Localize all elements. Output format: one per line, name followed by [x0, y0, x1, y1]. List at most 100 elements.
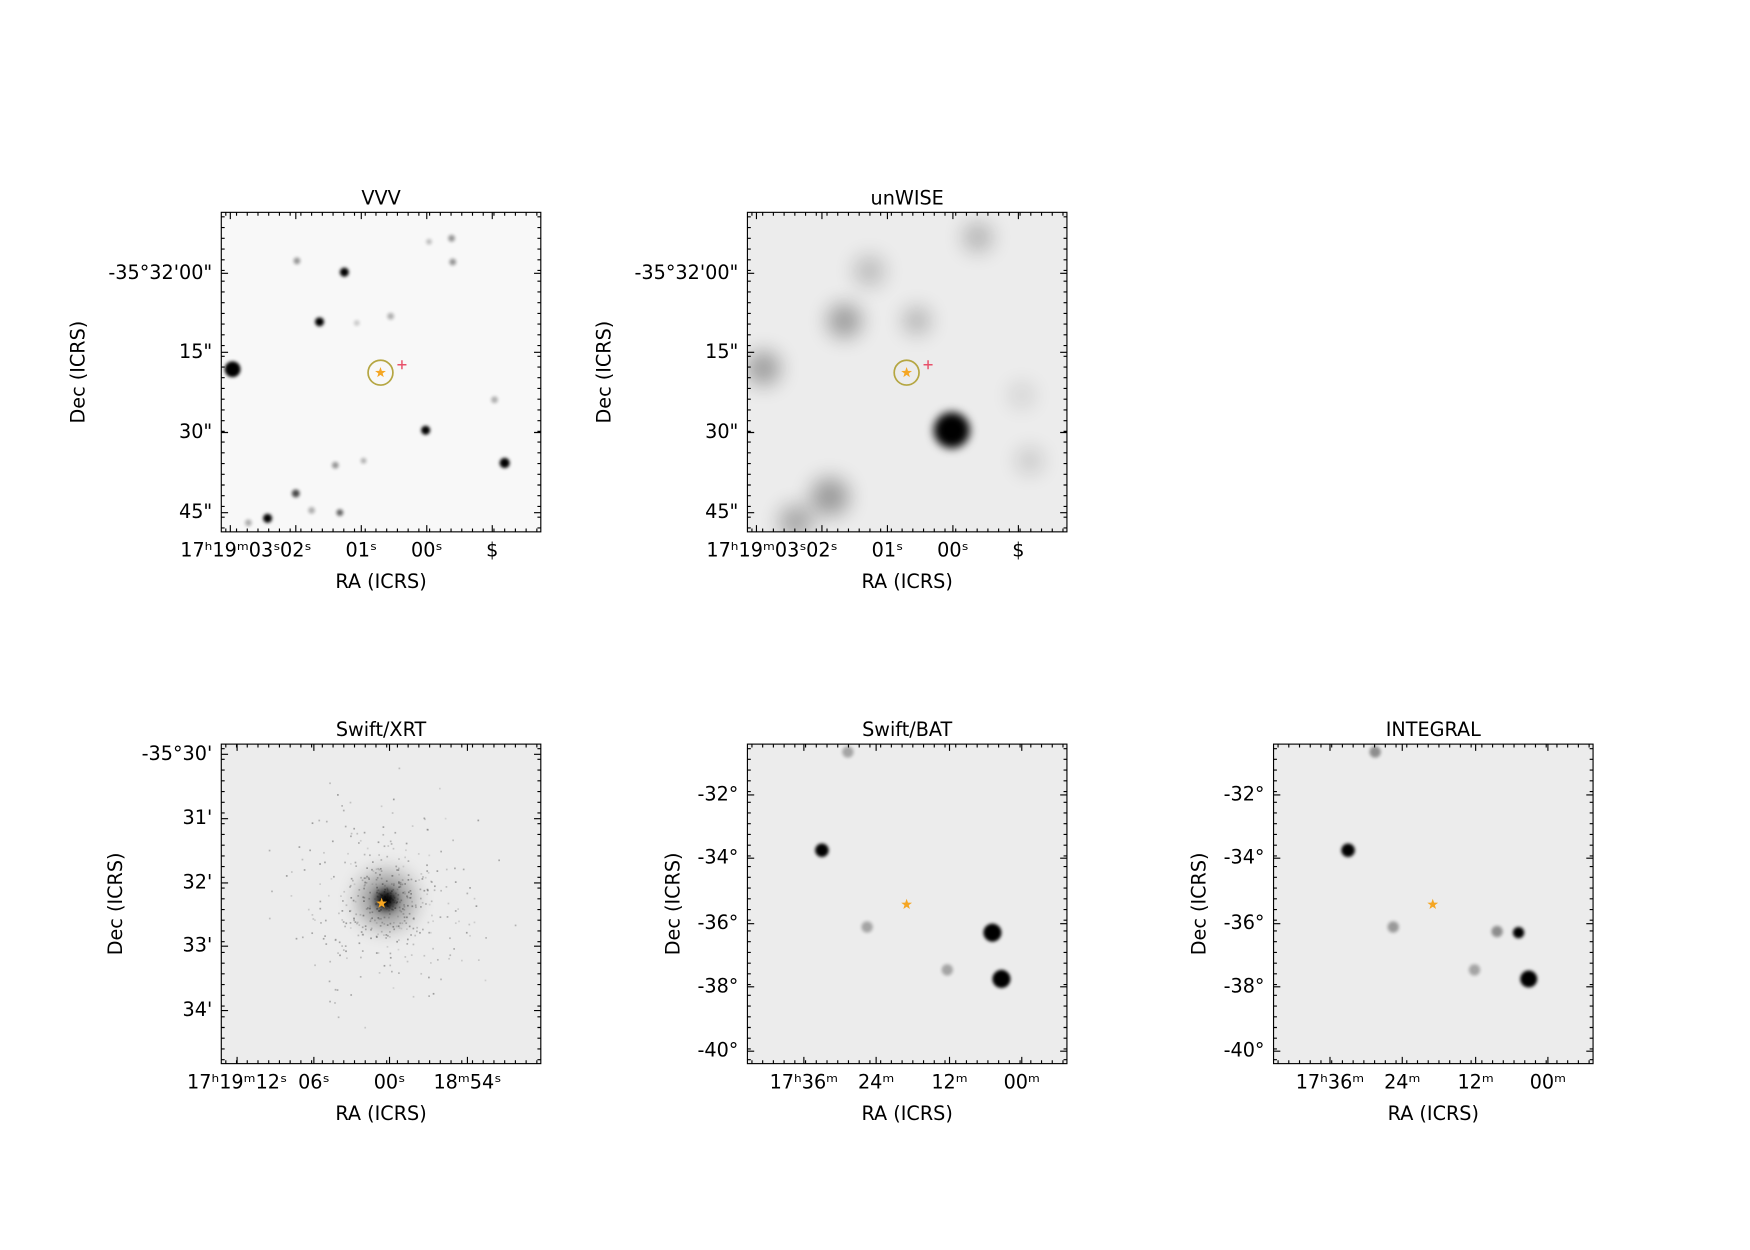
y-tick-label: 30"	[179, 420, 212, 443]
photon	[337, 1016, 340, 1019]
source	[1341, 843, 1355, 858]
photon	[445, 886, 448, 888]
photon	[358, 842, 360, 844]
x-tick-label: 12ᵐ	[931, 1070, 967, 1093]
photon	[349, 886, 351, 888]
photon	[424, 876, 427, 879]
photon	[430, 962, 432, 964]
photon	[334, 988, 337, 991]
photon	[324, 919, 327, 922]
frame	[220, 211, 542, 533]
photon	[380, 859, 383, 861]
y-axis-label: Dec (ICRS)	[1188, 852, 1211, 955]
x-tick-label: 17ʰ19ᵐ12ˢ	[187, 1070, 287, 1093]
photon	[406, 943, 409, 945]
photon	[389, 964, 392, 967]
y-tick-label: -34°	[1224, 846, 1265, 869]
photon	[379, 867, 382, 870]
photon	[477, 959, 480, 961]
photon	[461, 959, 463, 962]
photon	[391, 970, 393, 973]
photon	[387, 934, 389, 937]
photon	[311, 932, 314, 935]
photon	[389, 840, 392, 843]
photon	[426, 889, 429, 892]
y-tick-label: -40°	[697, 1039, 738, 1062]
x-tick-label: 24ᵐ	[1384, 1070, 1420, 1093]
image	[221, 744, 541, 1064]
photon	[323, 851, 325, 854]
photon	[364, 925, 367, 928]
photon	[414, 904, 417, 907]
x-axis-label: RA (ICRS)	[335, 1102, 426, 1125]
photon	[359, 913, 362, 916]
photon	[426, 888, 429, 891]
photon	[349, 801, 352, 804]
photon	[334, 1002, 336, 1004]
photon	[301, 858, 304, 861]
x-tick-label: 00ᵐ	[1530, 1070, 1566, 1093]
photon	[428, 995, 430, 997]
source	[336, 509, 344, 517]
x-tick-label: 06ˢ	[298, 1070, 330, 1093]
photon	[405, 922, 408, 925]
photon	[485, 937, 487, 939]
y-tick-label: -34°	[697, 846, 738, 869]
photon	[454, 867, 456, 870]
photon	[412, 943, 415, 946]
x-tick-label: 02ˢ	[806, 539, 838, 562]
x-tick-label: 00ˢ	[937, 539, 969, 562]
photon	[377, 841, 380, 844]
x-tick-label: 17ʰ36ᵐ	[1296, 1070, 1365, 1093]
photon	[385, 934, 388, 936]
x-tick-label: 01ˢ	[872, 539, 904, 562]
photon	[423, 954, 426, 957]
photon	[370, 927, 373, 930]
photon	[396, 940, 398, 943]
photon	[473, 921, 476, 924]
y-tick-label: 15"	[705, 340, 738, 363]
photon	[380, 930, 383, 933]
photon	[330, 877, 333, 880]
search-circle	[367, 359, 394, 386]
photon	[407, 879, 410, 881]
source	[992, 969, 1011, 988]
source	[426, 238, 432, 245]
photon	[360, 931, 363, 933]
photon	[328, 980, 331, 983]
photon	[426, 828, 429, 831]
panel-title: VVV	[361, 186, 400, 209]
panel-title: Swift/XRT	[336, 718, 427, 741]
photon	[414, 934, 417, 937]
photon	[355, 865, 358, 867]
cross-marker	[397, 360, 407, 370]
photon	[349, 863, 352, 865]
photon	[389, 956, 392, 959]
photon	[349, 922, 352, 924]
x-tick-label: 17ʰ36ᵐ	[770, 1070, 839, 1093]
photon	[449, 937, 451, 940]
photon	[345, 904, 348, 907]
x-tick-label: $	[1012, 539, 1024, 562]
photon	[416, 926, 419, 929]
source-marker	[376, 897, 388, 908]
y-tick-label: 32'	[183, 870, 213, 893]
y-tick-label: -38°	[697, 974, 738, 997]
photon	[349, 927, 352, 929]
photon	[426, 893, 429, 896]
photon	[389, 952, 392, 955]
cross-marker	[923, 360, 933, 370]
photon	[336, 989, 339, 991]
source	[853, 255, 886, 287]
photon	[380, 805, 383, 808]
photon	[398, 939, 400, 941]
x-tick-label: 02ˢ	[280, 539, 312, 562]
frame	[746, 743, 1068, 1065]
photon	[309, 849, 311, 852]
photon	[371, 868, 373, 871]
panel: VVV RA (ICRS) Dec (ICRS) 17ʰ19ᵐ03ˢ 02ˢ 01ˢ 00ˢ…	[67, 186, 542, 593]
photon	[427, 871, 430, 874]
photon	[358, 888, 361, 891]
photon	[397, 867, 400, 870]
